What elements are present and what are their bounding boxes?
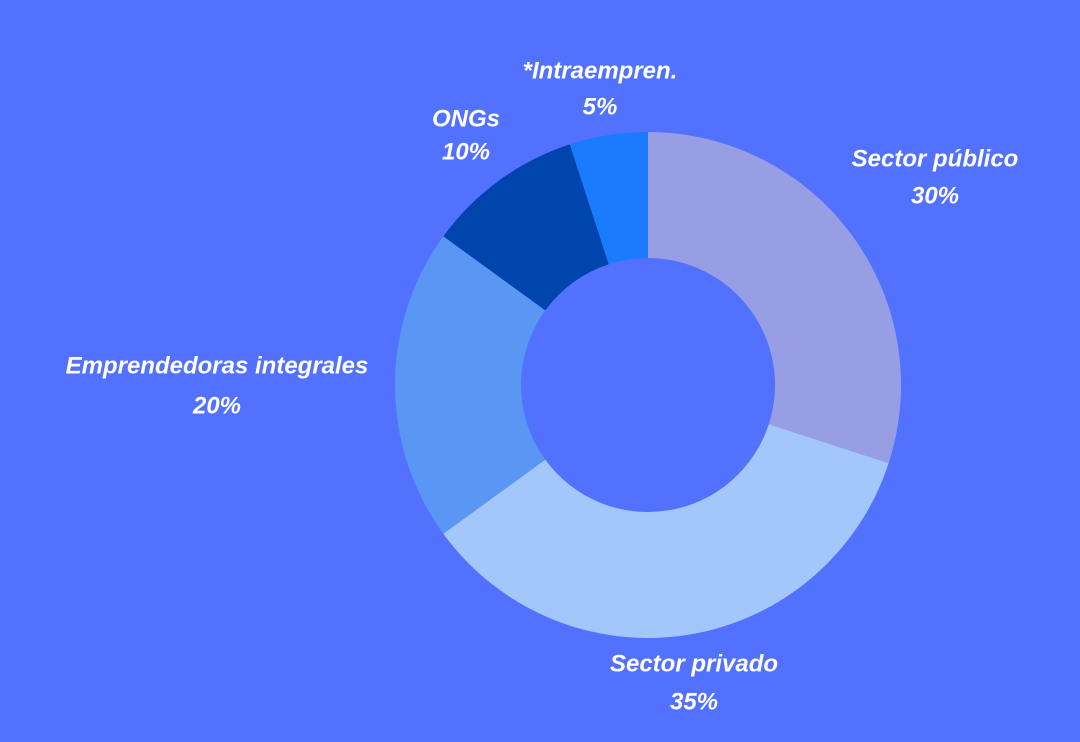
- donut-slice: [443, 144, 609, 311]
- slice-label: ONGs: [432, 105, 500, 132]
- slice-label: Emprendedoras integrales: [66, 352, 369, 379]
- slice-value-label: 35%: [670, 688, 718, 715]
- slice-label: Sector público: [852, 145, 1019, 172]
- donut-slice: [648, 132, 901, 464]
- slice-value-label: 30%: [911, 182, 959, 209]
- donut-slice: [395, 236, 546, 534]
- slice-label: *Intraempren.: [523, 57, 678, 84]
- slice-label: Sector privado: [610, 650, 778, 677]
- slice-value-label: 5%: [583, 93, 618, 120]
- slice-value-label: 10%: [442, 138, 490, 165]
- donut-slice: [443, 424, 889, 639]
- slice-value-label: 20%: [192, 392, 241, 419]
- donut-slice: [569, 132, 648, 265]
